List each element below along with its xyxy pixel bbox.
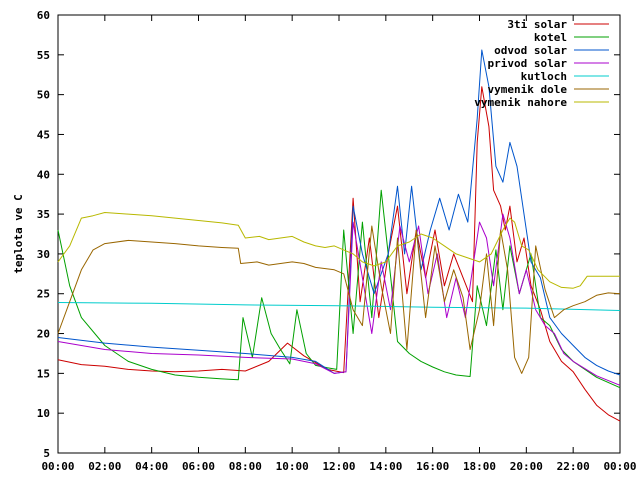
legend-label: vymenik nahore xyxy=(474,96,567,109)
y-tick-label: 45 xyxy=(37,128,50,141)
y-tick-label: 55 xyxy=(37,49,50,62)
series-line-odvod-solar xyxy=(57,49,621,376)
x-tick-label: 12:00 xyxy=(322,460,355,473)
x-tick-label: 00:00 xyxy=(603,460,636,473)
y-tick-label: 50 xyxy=(37,89,50,102)
x-tick-label: 18:00 xyxy=(463,460,496,473)
x-tick-label: 10:00 xyxy=(276,460,309,473)
x-tick-label: 00:00 xyxy=(41,460,74,473)
legend-label: 3ti solar xyxy=(507,18,567,31)
x-tick-label: 08:00 xyxy=(229,460,262,473)
x-tick-label: 02:00 xyxy=(88,460,121,473)
series-lines xyxy=(57,49,621,422)
legend-label: privod solar xyxy=(488,57,568,70)
legend-label: vymenik dole xyxy=(488,83,568,96)
series-line-privod-solar xyxy=(57,213,621,386)
y-tick-label: 30 xyxy=(37,248,50,261)
y-tick-label: 15 xyxy=(37,367,50,380)
x-axis-ticks: 00:00 02:00 04:00 06:00 08:00 10:00 12:00 14:00… xyxy=(41,15,637,473)
y-tick-label: 35 xyxy=(37,208,50,221)
x-tick-label: 16:00 xyxy=(416,460,449,473)
y-tick-label: 60 xyxy=(37,9,50,22)
x-tick-label: 06:00 xyxy=(182,460,215,473)
series-line-3ti-solar xyxy=(57,86,621,422)
x-tick-label: 14:00 xyxy=(369,460,402,473)
y-tick-label: 5 xyxy=(43,447,50,460)
y-tick-label: 20 xyxy=(37,328,50,341)
series-line-vymenik-nahore xyxy=(57,212,620,289)
legend-label: kutloch xyxy=(521,70,567,83)
x-tick-label: 20:00 xyxy=(510,460,543,473)
y-tick-label: 10 xyxy=(37,407,50,420)
x-tick-label: 04:00 xyxy=(135,460,168,473)
y-axis-ticks: 5 10 15 20 25 30 35 40 45 50 55 60 xyxy=(37,9,620,460)
y-tick-label: 40 xyxy=(37,168,50,181)
series-line-kotel xyxy=(57,189,621,389)
series-line-vymenik-dole xyxy=(57,225,621,374)
legend-label: kotel xyxy=(534,31,567,44)
legend-label: odvod solar xyxy=(494,44,567,57)
y-axis-title: teplota ve C xyxy=(12,194,25,273)
y-tick-label: 25 xyxy=(37,288,50,301)
x-tick-label: 22:00 xyxy=(557,460,590,473)
series-line-kutloch xyxy=(57,302,621,311)
